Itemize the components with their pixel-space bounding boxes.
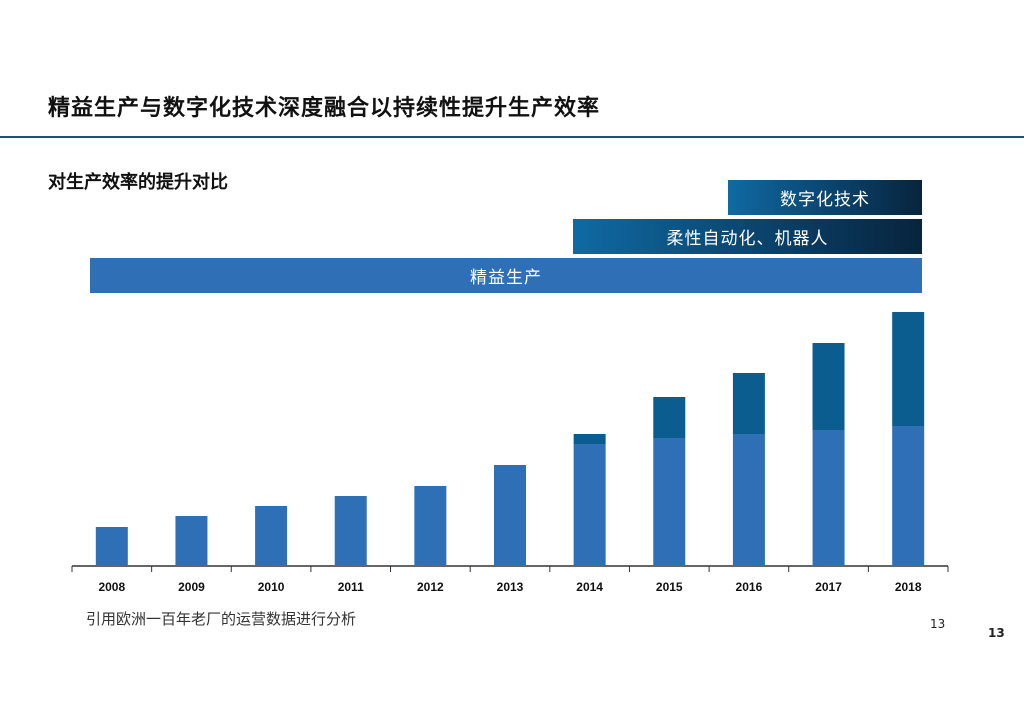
bar-lean-2016: [732, 434, 765, 566]
title-divider: [0, 136, 1024, 138]
bar-lean-2015: [653, 438, 686, 566]
bar-lean-2013: [494, 465, 526, 566]
bar-lean-2009: [175, 516, 208, 566]
bar-digital-2014: [573, 434, 606, 444]
x-tick-label-2015: 2015: [656, 580, 683, 594]
page-number-small: 13: [930, 617, 946, 631]
bar-digital-2018: [892, 312, 925, 426]
bar-lean-2012: [414, 486, 447, 566]
source-note: 引用欧洲一百年老厂的运营数据进行分析: [86, 610, 357, 628]
x-tick-label-2017: 2017: [815, 580, 842, 594]
x-tick-label-2008: 2008: [98, 580, 125, 594]
chart-subtitle: 对生产效率的提升对比: [48, 172, 228, 193]
x-tick-label-2013: 2013: [497, 580, 524, 594]
x-tick-label-2012: 2012: [417, 580, 444, 594]
x-tick-label-2016: 2016: [736, 580, 763, 594]
x-tick-label-2014: 2014: [576, 580, 603, 594]
bar-digital-2017: [812, 343, 845, 430]
bar-lean-2017: [812, 430, 845, 566]
bar-lean-2014: [573, 444, 606, 566]
x-tick-label-2011: 2011: [338, 580, 364, 594]
x-tick-label-2010: 2010: [258, 580, 285, 594]
page-number-large: 13: [988, 626, 1005, 640]
bar-digital-2016: [732, 373, 765, 434]
band-flexible-automation: 柔性自动化、机器人: [573, 219, 922, 254]
band-lean-production: 精益生产: [90, 258, 922, 293]
bar-digital-2015: [653, 397, 686, 438]
band-digital-tech: 数字化技术: [728, 180, 922, 215]
x-tick-label-2018: 2018: [895, 580, 922, 594]
bar-lean-2010: [255, 506, 288, 566]
page-title: 精益生产与数字化技术深度融合以持续性提升生产效率: [48, 96, 601, 121]
bar-lean-2011: [334, 496, 367, 566]
bar-lean-2018: [892, 426, 925, 566]
bar-lean-2008: [95, 527, 128, 566]
x-tick-label-2009: 2009: [178, 580, 205, 594]
